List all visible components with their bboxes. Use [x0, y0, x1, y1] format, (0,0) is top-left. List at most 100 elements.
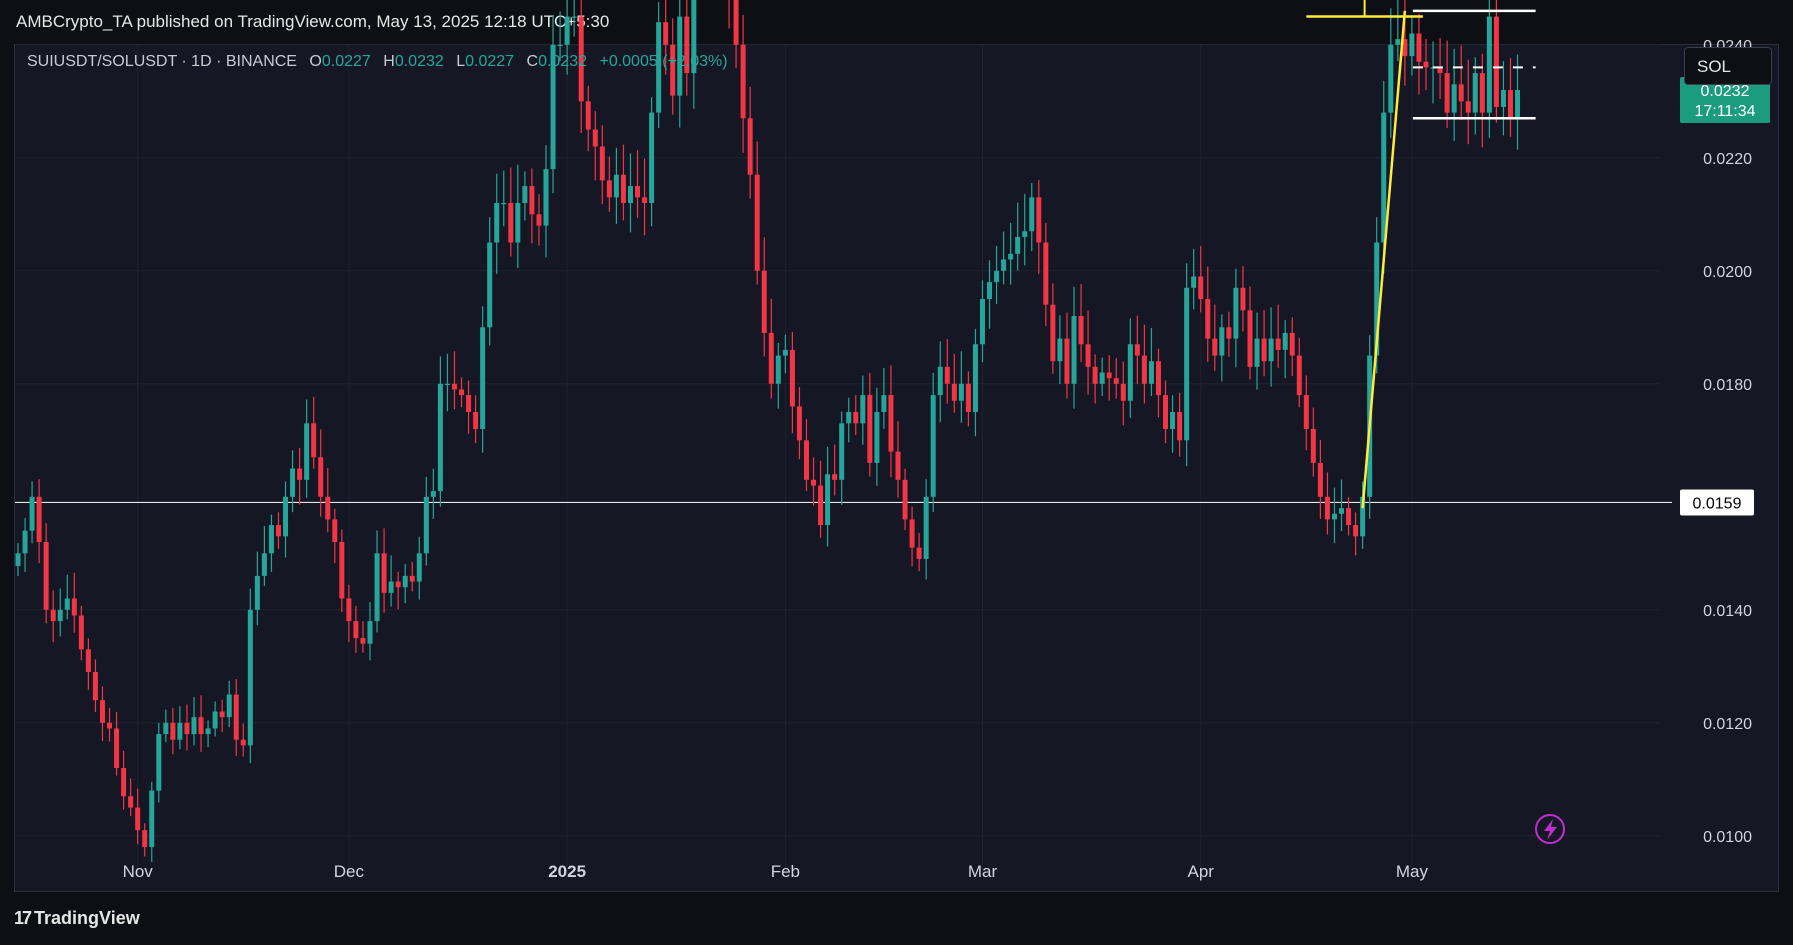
candle-body — [515, 203, 521, 243]
candle-body — [599, 146, 605, 181]
candle-body — [1127, 344, 1133, 401]
candle-body — [789, 349, 795, 407]
candle-body — [1360, 496, 1366, 537]
time-tick-label: Mar — [968, 862, 998, 881]
candle — [50, 590, 56, 643]
candle-body — [1303, 395, 1309, 429]
candle — [1254, 312, 1260, 390]
symbol-label[interactable]: SUIUSDT/SOLUSDT · 1D · BINANCE — [27, 53, 297, 70]
candle-body — [775, 355, 781, 384]
candle — [1472, 57, 1478, 135]
candle — [1050, 283, 1056, 374]
change-value: +0.0005 (+2.03%) — [599, 53, 728, 70]
candle-body — [1036, 197, 1042, 243]
candle-body — [951, 383, 957, 401]
candle — [57, 588, 63, 637]
candle-body — [1282, 332, 1288, 350]
candle — [107, 707, 113, 742]
candle — [381, 528, 387, 613]
candle-body — [536, 214, 542, 226]
candle-body — [965, 383, 971, 413]
candle-body — [92, 671, 98, 701]
price-tick-label: 0.0180 — [1703, 377, 1752, 394]
candle-body — [1148, 361, 1154, 384]
candle-body — [677, 16, 683, 96]
candle-body — [627, 186, 633, 203]
candle — [1099, 357, 1105, 397]
time-tick-label: Dec — [334, 862, 365, 881]
price-tick-label: 0.0100 — [1703, 829, 1752, 846]
candle — [1416, 13, 1422, 95]
candle — [459, 377, 465, 408]
candle-body — [1212, 338, 1218, 356]
candle-body — [388, 581, 394, 593]
candle — [184, 704, 190, 751]
candle-body — [1233, 287, 1239, 339]
candle-body — [170, 722, 176, 740]
candle-body — [163, 722, 169, 735]
candle-body — [85, 649, 91, 672]
candle — [339, 529, 345, 613]
candle-body — [339, 542, 345, 599]
candle-body — [958, 383, 964, 401]
candle-body — [135, 807, 141, 831]
candle-body — [1247, 310, 1253, 367]
candle — [226, 680, 232, 728]
candle — [36, 479, 42, 564]
candle-body — [1515, 90, 1521, 119]
candle-body — [656, 22, 662, 113]
candle — [740, 14, 746, 153]
candle — [114, 711, 120, 776]
candle-body — [642, 197, 648, 203]
candle-body — [592, 129, 598, 147]
candle-body — [1388, 44, 1394, 113]
candle — [451, 351, 457, 410]
candle-body — [64, 598, 70, 610]
candle — [1479, 53, 1485, 148]
candle-body — [839, 423, 845, 480]
price-tick-label: 0.0220 — [1703, 151, 1752, 168]
candle-body — [1155, 361, 1161, 396]
candle — [867, 372, 873, 477]
candle-body — [409, 575, 415, 582]
candle-body — [1022, 231, 1028, 237]
candle-body — [311, 423, 317, 458]
candle-body — [1472, 73, 1478, 113]
close-key: C — [526, 53, 539, 70]
candle — [1360, 481, 1366, 549]
candle — [635, 150, 641, 218]
candle — [571, 0, 577, 37]
candle-body — [832, 474, 838, 480]
candle — [677, 0, 683, 128]
candle — [395, 571, 401, 610]
candle — [620, 144, 626, 221]
candle-body — [796, 406, 802, 441]
breakout-trendline — [1361, 10, 1407, 509]
candle — [480, 306, 486, 453]
candle-body — [1191, 276, 1197, 288]
candle — [29, 481, 35, 544]
candle-body — [149, 790, 155, 848]
candle-body — [1493, 16, 1499, 107]
currency-button[interactable]: SOL — [1684, 47, 1772, 85]
candle-body — [1092, 366, 1098, 384]
candle — [972, 328, 978, 437]
candle — [1303, 375, 1309, 451]
candle — [1346, 497, 1352, 536]
open-value: 0.0227 — [321, 53, 371, 70]
candle-body — [768, 332, 774, 384]
candle-body — [1289, 332, 1295, 356]
candle — [1219, 314, 1225, 382]
candle-body — [1240, 287, 1246, 311]
candle — [1289, 317, 1295, 376]
candle — [909, 506, 915, 567]
candle — [937, 341, 943, 423]
candle-body — [22, 530, 28, 554]
candle — [1282, 320, 1288, 379]
candle-body — [353, 621, 359, 639]
candle-body — [1324, 496, 1330, 520]
tradingview-logo[interactable]: 17 TradingView — [14, 908, 140, 929]
candle-body — [332, 519, 338, 542]
candle-body — [564, 16, 570, 45]
